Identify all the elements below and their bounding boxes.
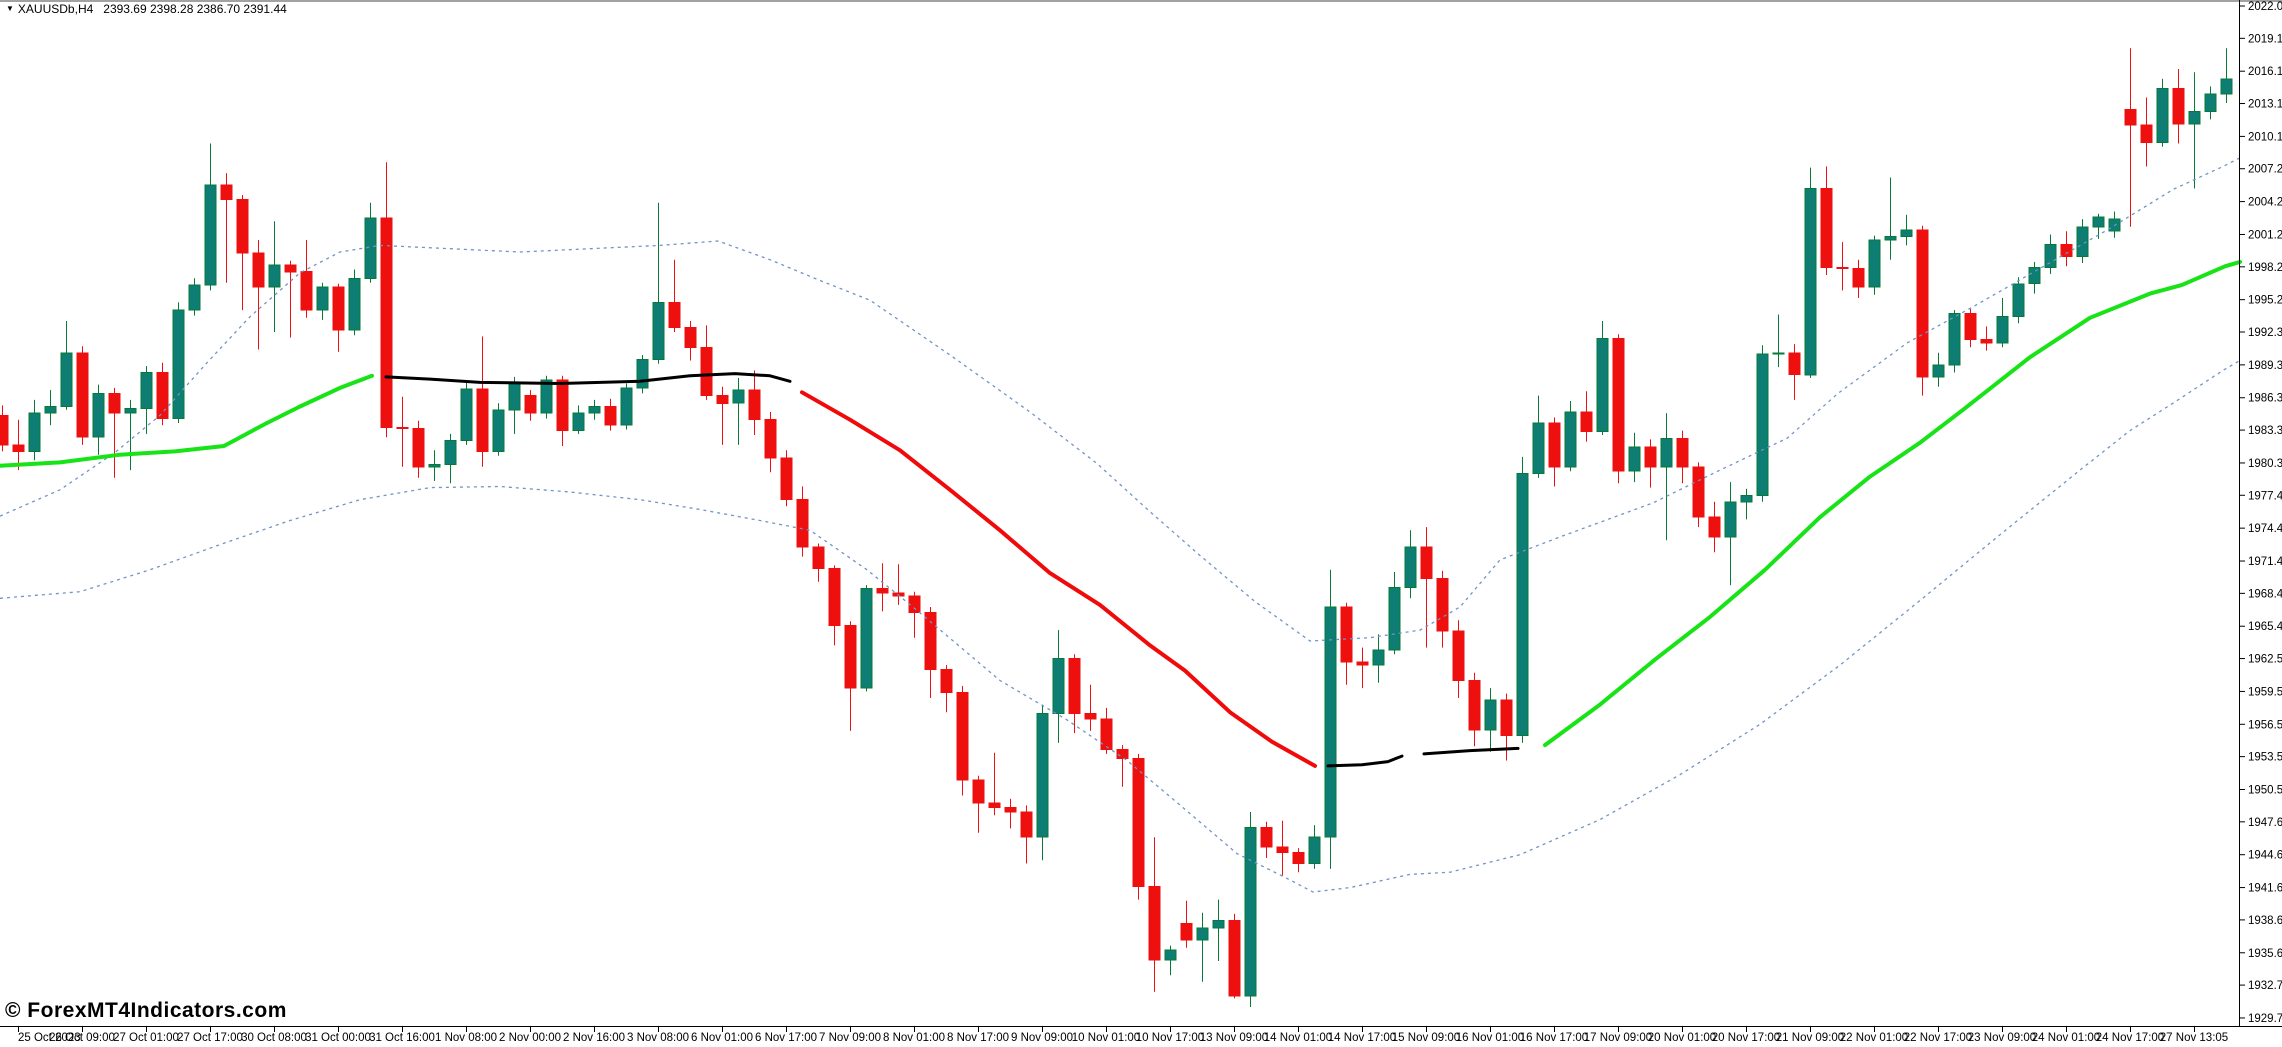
svg-text:1929.70: 1929.70 [2248,1013,2282,1025]
svg-text:24 Nov 17:00: 24 Nov 17:00 [2096,1032,2164,1044]
svg-text:22 Nov 01:00: 22 Nov 01:00 [1840,1032,1908,1044]
chart-menu-arrow-icon[interactable]: ▼ [6,4,14,13]
svg-text:26 Oct 09:00: 26 Oct 09:00 [49,1032,115,1044]
svg-text:24 Nov 01:00: 24 Nov 01:00 [2032,1032,2100,1044]
svg-text:3 Nov 08:00: 3 Nov 08:00 [627,1032,689,1044]
svg-text:1950.55: 1950.55 [2248,784,2282,796]
svg-text:2013.15: 2013.15 [2248,99,2282,111]
svg-text:20 Nov 17:00: 20 Nov 17:00 [1712,1032,1780,1044]
svg-text:14 Nov 01:00: 14 Nov 01:00 [1264,1032,1332,1044]
svg-text:8 Nov 01:00: 8 Nov 01:00 [883,1032,945,1044]
svg-text:1965.45: 1965.45 [2248,621,2282,633]
svg-text:23 Nov 09:00: 23 Nov 09:00 [1968,1032,2036,1044]
svg-text:1971.40: 1971.40 [2248,556,2282,568]
watermark-text: © ForexMT4Indicators.com [5,999,287,1022]
svg-text:31 Oct 00:00: 31 Oct 00:00 [305,1032,371,1044]
svg-text:1962.50: 1962.50 [2248,654,2282,666]
svg-text:1 Nov 08:00: 1 Nov 08:00 [435,1032,497,1044]
svg-text:9 Nov 09:00: 9 Nov 09:00 [1011,1032,1073,1044]
svg-text:2007.20: 2007.20 [2248,164,2282,176]
svg-text:2 Nov 00:00: 2 Nov 00:00 [499,1032,561,1044]
svg-text:1983.35: 1983.35 [2248,425,2282,437]
svg-text:1998.25: 1998.25 [2248,262,2282,274]
svg-text:2 Nov 16:00: 2 Nov 16:00 [563,1032,625,1044]
svg-text:1947.60: 1947.60 [2248,817,2282,829]
svg-text:14 Nov 17:00: 14 Nov 17:00 [1328,1032,1396,1044]
svg-text:7 Nov 09:00: 7 Nov 09:00 [819,1032,881,1044]
svg-text:1944.60: 1944.60 [2248,850,2282,862]
candlesticks [0,48,2233,1007]
svg-text:8 Nov 17:00: 8 Nov 17:00 [947,1032,1009,1044]
svg-text:6 Nov 17:00: 6 Nov 17:00 [755,1032,817,1044]
svg-text:1968.45: 1968.45 [2248,588,2282,600]
svg-text:1995.25: 1995.25 [2248,295,2282,307]
svg-text:6 Nov 01:00: 6 Nov 01:00 [691,1032,753,1044]
svg-text:1941.60: 1941.60 [2248,883,2282,895]
svg-text:25 Oct 2023: 25 Oct 2023 [18,1032,81,1044]
svg-text:1956.50: 1956.50 [2248,719,2282,731]
svg-text:1986.30: 1986.30 [2248,393,2282,405]
svg-text:16 Nov 01:00: 16 Nov 01:00 [1456,1032,1524,1044]
svg-text:1932.70: 1932.70 [2248,980,2282,992]
svg-text:30 Oct 08:00: 30 Oct 08:00 [241,1032,307,1044]
svg-text:2022.05: 2022.05 [2248,1,2282,13]
svg-text:10 Nov 01:00: 10 Nov 01:00 [1072,1032,1140,1044]
svg-text:2016.10: 2016.10 [2248,66,2282,78]
svg-text:1977.40: 1977.40 [2248,490,2282,502]
svg-text:27 Oct 17:00: 27 Oct 17:00 [177,1032,243,1044]
svg-text:15 Nov 09:00: 15 Nov 09:00 [1392,1032,1460,1044]
svg-text:1974.40: 1974.40 [2248,523,2282,535]
symbol-ohlc-header: ▼ XAUUSDb,H4 2393.69 2398.28 2386.70 2391.… [6,2,287,16]
ohlc-quote-values: 2393.69 2398.28 2386.70 2391.44 [103,2,287,16]
svg-text:13 Nov 09:00: 13 Nov 09:00 [1200,1032,1268,1044]
svg-text:1938.65: 1938.65 [2248,915,2282,927]
svg-text:2004.20: 2004.20 [2248,197,2282,209]
svg-text:1935.65: 1935.65 [2248,948,2282,960]
svg-text:2010.15: 2010.15 [2248,131,2282,143]
svg-text:21 Nov 09:00: 21 Nov 09:00 [1776,1032,1844,1044]
svg-text:17 Nov 09:00: 17 Nov 09:00 [1584,1032,1652,1044]
svg-text:22 Nov 17:00: 22 Nov 17:00 [1904,1032,1972,1044]
svg-text:27 Oct 01:00: 27 Oct 01:00 [113,1032,179,1044]
trend-line-segments [0,259,2242,768]
svg-text:1980.35: 1980.35 [2248,458,2282,470]
svg-text:31 Oct 16:00: 31 Oct 16:00 [369,1032,435,1044]
svg-text:2001.20: 2001.20 [2248,229,2282,241]
svg-text:1992.30: 1992.30 [2248,327,2282,339]
svg-text:20 Nov 01:00: 20 Nov 01:00 [1648,1032,1716,1044]
svg-text:1989.30: 1989.30 [2248,360,2282,372]
svg-text:1953.55: 1953.55 [2248,752,2282,764]
channel-bands [0,157,2241,893]
svg-text:16 Nov 17:00: 16 Nov 17:00 [1520,1032,1588,1044]
svg-text:10 Nov 17:00: 10 Nov 17:00 [1136,1032,1204,1044]
svg-text:2019.10: 2019.10 [2248,33,2282,45]
price-axis[interactable]: 2022.05 2019.10 2016.10 2013.15 2010.15 2007.… [2239,1,2282,1025]
svg-text:27 Nov 13:05: 27 Nov 13:05 [2160,1032,2228,1044]
svg-text:1959.50: 1959.50 [2248,686,2282,698]
symbol-timeframe-label: XAUUSDb,H4 [17,2,94,16]
